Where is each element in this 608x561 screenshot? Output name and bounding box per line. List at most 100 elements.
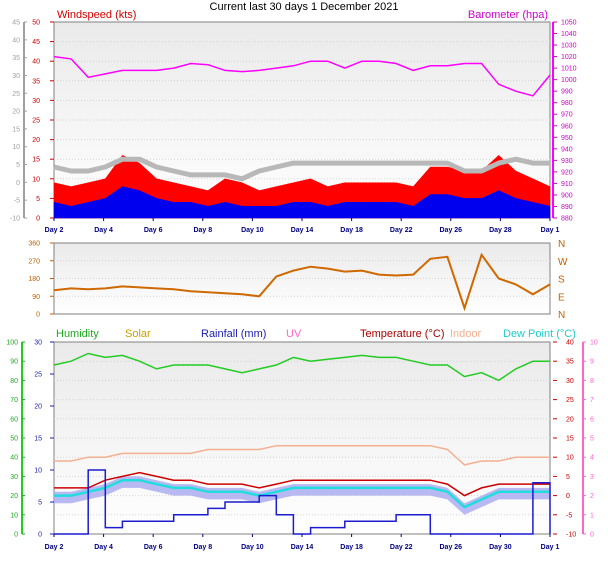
temperature-x-tick-label: Day 10 — [241, 544, 264, 551]
humidity-tick-label: 50 — [10, 436, 18, 443]
wind-x-tick-label: Day 26 — [440, 227, 463, 234]
temperature-tick-label: 15 — [566, 436, 574, 443]
direction-tick-label: 0 — [36, 312, 40, 319]
humidity-tick-label: 90 — [10, 359, 18, 366]
humidity-tick-label: 20 — [10, 493, 18, 500]
uv-tick-label: 9 — [590, 359, 594, 366]
rainfall-tick-label: 15 — [34, 436, 42, 443]
wind-x-tick-label: Day 1 — [541, 227, 560, 234]
windspeed-tick-label: 15 — [32, 157, 40, 164]
windspeed-tick-label: 30 — [32, 98, 40, 105]
barometer-line — [53, 55, 551, 97]
compass-label: N — [558, 310, 565, 321]
temperature-line — [54, 471, 550, 497]
windspeed-axis-label: Windspeed (kts) — [57, 9, 136, 21]
legend-indoor: Indoor — [450, 328, 482, 340]
wind-outer-tick-label: 25 — [12, 91, 20, 98]
windspeed-tick-label: 45 — [32, 39, 40, 46]
humidity-tick-label: 0 — [14, 532, 18, 539]
humidity-tick-label: 10 — [10, 512, 18, 519]
windspeed-tick-label: 20 — [32, 137, 40, 144]
rainfall-tick-label: 30 — [34, 340, 42, 347]
humidity-tick-label: 100 — [6, 340, 18, 347]
direction-panel — [53, 242, 551, 315]
wind-x-tick-label: Day 22 — [390, 227, 413, 234]
direction-tick-label: 270 — [28, 258, 40, 265]
humidity-tick-label: 80 — [10, 378, 18, 385]
barometer-tick-label: 930 — [561, 158, 573, 165]
dew-point-band — [54, 476, 550, 515]
uv-tick-label: 5 — [590, 436, 594, 443]
temperature-tick-label: 20 — [566, 416, 574, 423]
uv-tick-label: 8 — [590, 378, 594, 385]
barometer-tick-label: 880 — [561, 216, 573, 223]
windspeed-tick-label: 5 — [36, 196, 40, 203]
wind-gray-line — [53, 156, 550, 182]
wind-outer-tick-label: 20 — [12, 109, 20, 116]
temperature-x-tick-label: Day 18 — [340, 544, 363, 551]
barometer-tick-label: 950 — [561, 135, 573, 142]
temperature-x-tick-label: Day 4 — [94, 544, 113, 551]
humidity-line — [53, 352, 550, 382]
temperature-x-tick-label: Day 14 — [291, 544, 314, 551]
rainfall-tick-label: 20 — [34, 404, 42, 411]
direction-tick-label: 90 — [32, 294, 40, 301]
temperature-x-tick-label: Day 8 — [193, 544, 212, 551]
windspeed-tick-label: 50 — [32, 20, 40, 27]
humidity-tick-label: 40 — [10, 455, 18, 462]
direction-line — [53, 252, 551, 312]
humidity-tick-label: 60 — [10, 416, 18, 423]
windspeed-tick-label: 35 — [32, 78, 40, 85]
temperature-tick-label: -5 — [566, 512, 572, 519]
direction-tick-label: 360 — [28, 241, 40, 248]
wind-x-tick-label: Day 8 — [193, 227, 212, 234]
wind-outer-tick-label: -10 — [10, 216, 20, 223]
wind-outer-tick-label: 15 — [12, 126, 20, 133]
barometer-tick-label: 900 — [561, 192, 573, 199]
temperature-tick-label: 35 — [566, 359, 574, 366]
temperature-x-tick-label: Day 30 — [489, 544, 512, 551]
legend-solar: Solar — [125, 328, 151, 340]
humidity-tick-label: 70 — [10, 397, 18, 404]
wind-outer-tick-label: -5 — [14, 198, 20, 205]
temperature-x-tick-label: Day 22 — [390, 544, 413, 551]
temperature-x-tick-label: Day 2 — [45, 544, 64, 551]
dew-point-line — [54, 478, 550, 509]
legend-humidity: Humidity — [56, 328, 99, 340]
wind-x-tick-label: Day 6 — [144, 227, 163, 234]
compass-label: E — [558, 292, 565, 303]
rainfall-tick-label: 25 — [34, 372, 42, 379]
wind-average-area — [53, 186, 551, 219]
uv-tick-label: 6 — [590, 416, 594, 423]
barometer-tick-label: 980 — [561, 100, 573, 107]
axis-layer: 454035302520151050-5-1050454035302520151… — [6, 20, 598, 552]
windspeed-tick-label: 0 — [36, 216, 40, 223]
humidity-tick-label: 30 — [10, 474, 18, 481]
wind-outer-tick-label: 45 — [12, 20, 20, 27]
barometer-tick-label: 960 — [561, 123, 573, 130]
wind-outer-tick-label: 5 — [16, 162, 20, 169]
windspeed-tick-label: 10 — [32, 176, 40, 183]
barometer-tick-label: 920 — [561, 169, 573, 176]
rainfall-tick-label: 10 — [34, 468, 42, 475]
barometer-tick-label: 890 — [561, 204, 573, 211]
legend-dew-point: Dew Point (°C) — [503, 328, 576, 340]
windspeed-tick-label: 25 — [32, 118, 40, 125]
legend-temperature: Temperature (°C) — [360, 328, 444, 340]
indoor-line — [54, 444, 550, 466]
direction-tick-label: 180 — [28, 276, 40, 283]
barometer-tick-label: 970 — [561, 112, 573, 119]
wind-x-tick-label: Day 14 — [291, 227, 314, 234]
temperature-tick-label: 5 — [566, 474, 570, 481]
temperature-x-tick-label: Day 6 — [144, 544, 163, 551]
compass-label: W — [558, 257, 568, 268]
barometer-tick-label: 1010 — [561, 66, 577, 73]
barometer-tick-label: 940 — [561, 146, 573, 153]
barometer-tick-label: 990 — [561, 89, 573, 96]
wind-outer-tick-label: 0 — [16, 180, 20, 187]
temperature-tick-label: 0 — [566, 493, 570, 500]
temperature-x-tick-label: Day 1 — [541, 544, 560, 551]
wind-outer-tick-label: 35 — [12, 55, 20, 62]
wind-x-tick-label: Day 2 — [45, 227, 64, 234]
